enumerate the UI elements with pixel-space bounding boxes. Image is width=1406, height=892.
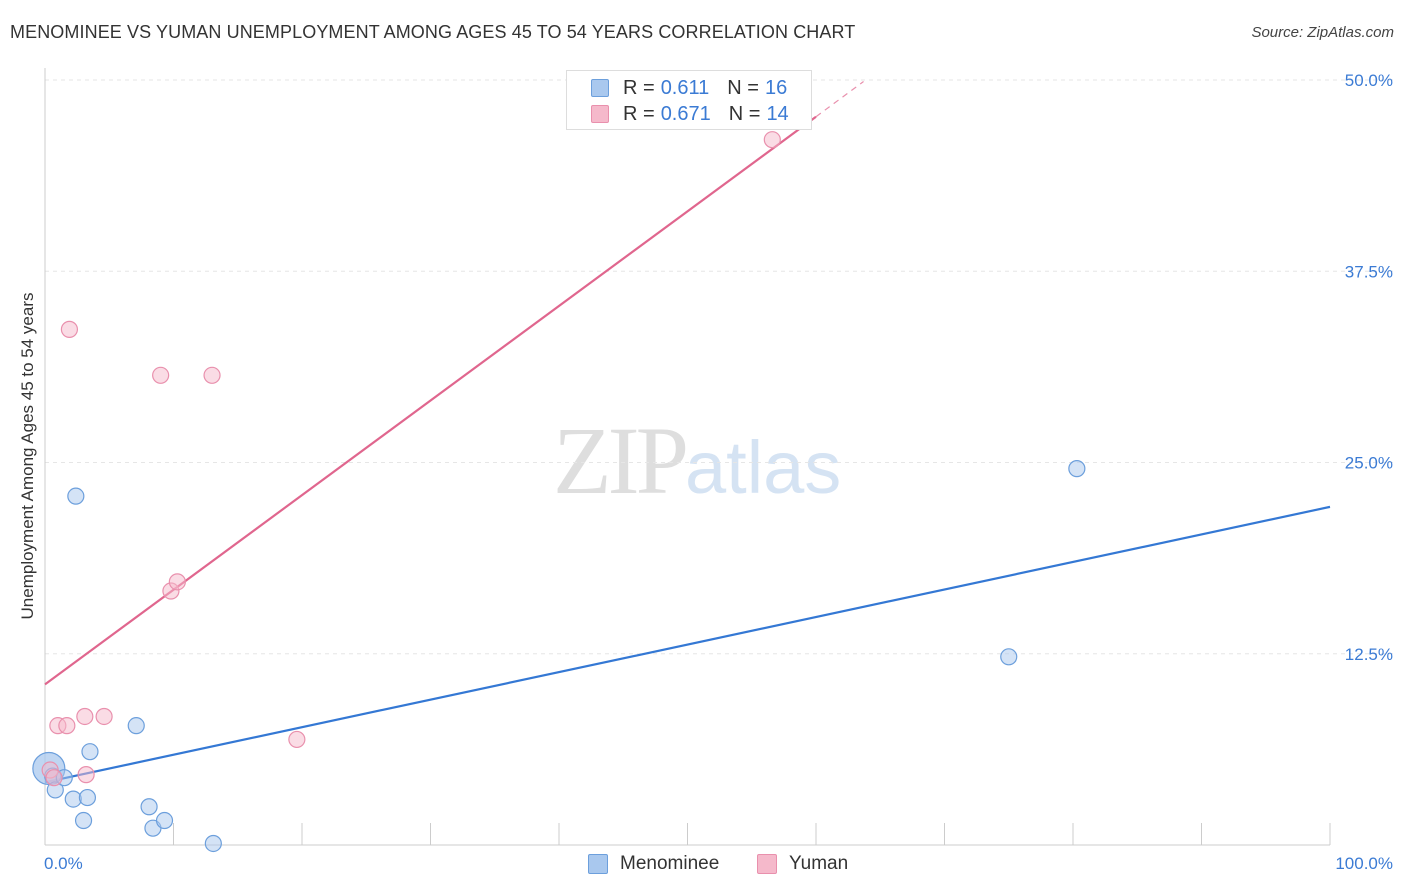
menominee-point [140, 798, 158, 816]
gridlines [45, 79, 1395, 655]
yuman-point [58, 717, 76, 735]
x-tick-label-min: 0.0% [44, 854, 83, 873]
menominee-swatch-icon [591, 79, 609, 97]
yuman-point [76, 707, 94, 726]
legend-r-value: 0.611 [660, 76, 710, 99]
watermark-zip: ZIP [553, 407, 689, 514]
legend-r-label: R = [623, 102, 655, 125]
menominee-point [78, 788, 97, 807]
yuman-point [168, 573, 186, 591]
legend-r-label: R = [623, 76, 655, 99]
menominee-point [155, 811, 174, 830]
trend-lines [44, 81, 1331, 784]
yuman-point [77, 766, 95, 784]
watermark-atlas: atlas [685, 426, 842, 509]
legend-n-value: 14 [766, 102, 789, 125]
legend-row-menominee: R = 0.611 N = 16 [591, 76, 787, 100]
bottom-legend-label: Menominee [620, 853, 720, 874]
data-points [32, 131, 1086, 853]
y-tick-label: 25.0% [1345, 454, 1393, 473]
stats-legend: R = 0.611 N = 16 R = 0.671 N = 14 [566, 70, 812, 130]
yuman-point [95, 707, 113, 726]
menominee-point [1000, 648, 1018, 666]
bottom-legend-menominee: Menominee [588, 852, 719, 876]
menominee-legend-icon [588, 854, 608, 874]
yuman-point [288, 730, 306, 749]
legend-n-value: 16 [764, 76, 788, 99]
legend-r-value: 0.671 [660, 102, 711, 125]
yuman-point [763, 131, 781, 149]
y-axis-label: Unemployment Among Ages 45 to 54 years [18, 292, 37, 620]
y-tick-label: 12.5% [1345, 645, 1393, 664]
yuman-point [152, 366, 170, 384]
axes [44, 68, 1331, 846]
yuman-point [203, 366, 221, 384]
y-tick-label: 37.5% [1345, 262, 1393, 281]
source-label: Source: ZipAtlas.com [1251, 24, 1394, 41]
yuman-point [60, 320, 79, 338]
legend-n-label: N = [727, 76, 759, 99]
menominee-point [204, 834, 222, 853]
bottom-legend-label: Yuman [789, 853, 849, 874]
yuman-swatch-icon [591, 105, 609, 123]
yuman-point [45, 769, 63, 787]
yuman-trend-extension [815, 81, 864, 118]
menominee-point [64, 790, 82, 808]
menominee-trend-line [44, 505, 1331, 784]
menominee-point [127, 717, 145, 735]
menominee-point [81, 743, 99, 761]
tick-labels: 12.5% 25.0% 37.5% 50.0% 0.0% 100.0% [44, 71, 1393, 873]
watermark: ZIPatlas [553, 405, 841, 516]
bottom-legend-yuman: Yuman [757, 852, 848, 876]
menominee-point [67, 487, 85, 505]
legend-n-label: N = [728, 102, 761, 125]
yuman-trend-line [44, 115, 817, 686]
x-tick-label-max: 100.0% [1335, 854, 1393, 873]
yuman-legend-icon [757, 854, 777, 874]
menominee-point [74, 811, 93, 830]
y-tick-label: 50.0% [1345, 71, 1393, 90]
menominee-point [1068, 460, 1086, 478]
legend-row-yuman: R = 0.671 N = 14 [591, 102, 789, 126]
chart-title: MENOMINEE VS YUMAN UNEMPLOYMENT AMONG AG… [10, 22, 856, 42]
